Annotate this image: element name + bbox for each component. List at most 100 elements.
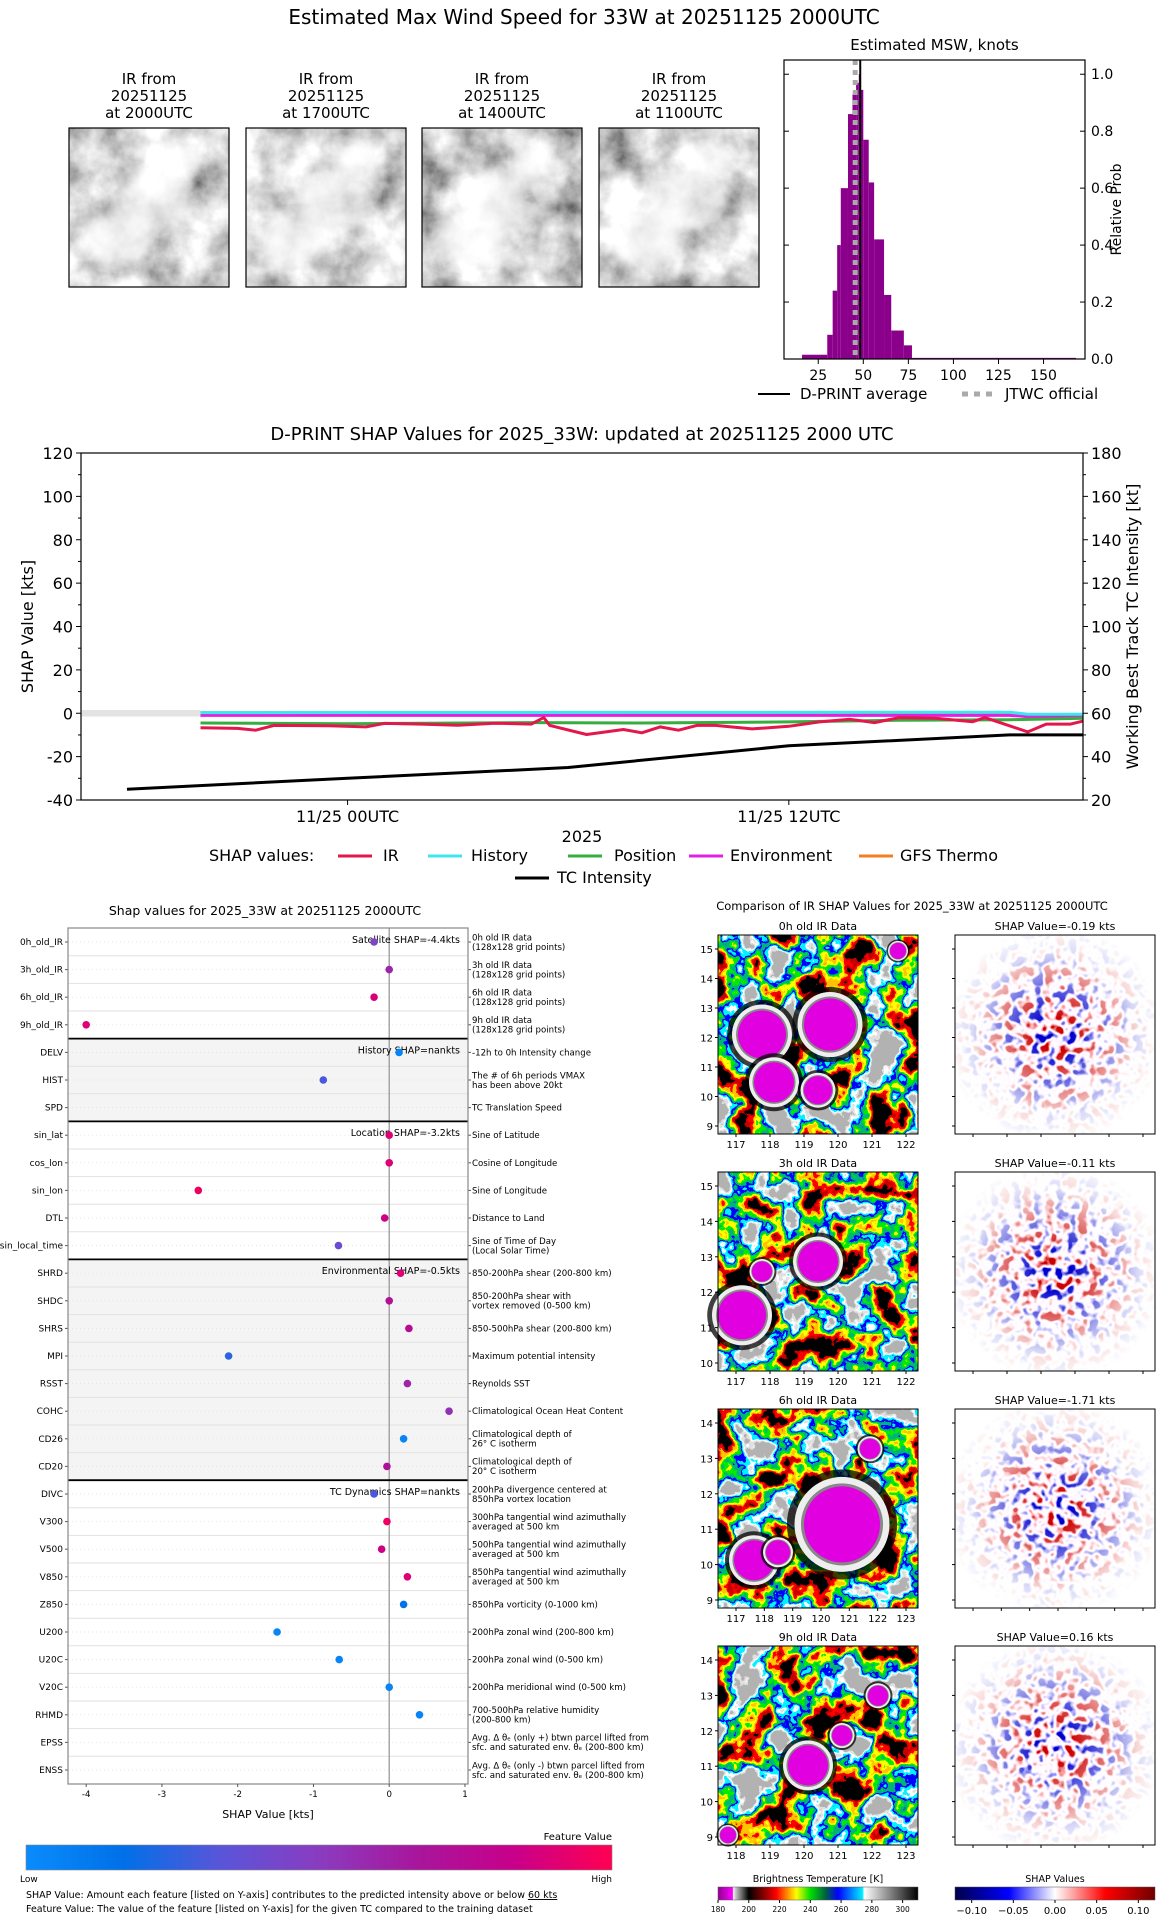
y-tick-label: 0	[63, 704, 73, 723]
feature-label: 9h_old_IR	[20, 1021, 63, 1031]
shap-map-frame	[954, 1408, 1156, 1609]
shap-dot	[396, 1269, 405, 1277]
feature-label: MPI	[47, 1352, 63, 1362]
histogram-bar	[874, 239, 885, 359]
cold-cloud-core	[798, 1241, 838, 1282]
cold-cloud-core	[804, 1486, 880, 1563]
colorbar-low-label: Low	[20, 1875, 38, 1885]
note-threshold: 60 kts	[528, 1890, 557, 1901]
x-tick-label: 150	[1030, 368, 1057, 384]
feature-description: 850-200hPa shear with	[472, 1292, 571, 1302]
ir-panel-title: 0h old IR Data	[779, 920, 857, 933]
histogram-bar	[827, 334, 833, 359]
shap-tick-label: 0.00	[1044, 1906, 1066, 1917]
y-tick-label: 0.0	[1091, 352, 1113, 368]
feature-description: TC Translation Speed	[471, 1104, 562, 1114]
feature-label: RSST	[40, 1380, 64, 1390]
histogram-bar	[860, 89, 864, 360]
lat-tick-label: 10	[700, 1561, 713, 1572]
feature-label: U20C	[39, 1656, 63, 1666]
shap-tick-label: −0.10	[956, 1906, 987, 1917]
shap-map-frame	[954, 1171, 1156, 1372]
shap-feature-plot: Shap values for 2025_33W at 20251125 200…	[0, 903, 649, 1915]
y-tick-label: 80	[53, 531, 73, 550]
shap-dot	[224, 1352, 233, 1360]
lat-tick-label: 11	[700, 1762, 713, 1773]
ir-panel-title: 6h old IR Data	[779, 1394, 857, 1407]
shap-dot	[383, 1517, 391, 1526]
lat-tick-label: 14	[700, 1419, 713, 1430]
x-tick-label: 125	[985, 368, 1012, 384]
feature-description: averaged at 500 km	[472, 1550, 559, 1560]
lat-tick-label: 9	[707, 1122, 713, 1133]
axes-frame	[80, 452, 1084, 801]
x-tick-label: -3	[158, 1790, 167, 1800]
feature-label: V500	[40, 1545, 64, 1555]
feature-label: cos_lon	[30, 1159, 63, 1169]
msw-histogram: Estimated MSW, knots 25 50 75 100 125 150 0.0 0.…	[758, 36, 1125, 403]
thumbnail-title: 20251125	[288, 87, 364, 105]
shap-timeseries: D-PRINT SHAP Values for 2025_33W: update…	[18, 424, 1142, 887]
y2-tick-label: 40	[1091, 748, 1111, 767]
legend-label: GFS Thermo	[900, 846, 998, 865]
shap-panel-title: SHAP Value=0.16 kts	[997, 1631, 1114, 1644]
feature-description: 850hPa vortex location	[472, 1495, 571, 1505]
cloud	[259, 211, 329, 268]
x-axis-label: SHAP Value [kts]	[222, 1808, 314, 1821]
histogram-bar	[903, 345, 912, 359]
thumbnail-title: 20251125	[464, 87, 540, 105]
shap-tick-label: 0.10	[1127, 1906, 1149, 1917]
series-line-history	[200, 710, 1083, 716]
shap-map-frame	[954, 934, 1156, 1135]
ir-panel-title: 9h old IR Data	[779, 1631, 857, 1644]
lat-tick-label: 13	[700, 1691, 713, 1702]
x-tick-label: 11/25 12UTC	[737, 807, 840, 826]
shap-dot	[385, 965, 394, 974]
feature-description: 0h old IR data	[472, 933, 532, 943]
shap-panel-title: SHAP Value=-0.19 kts	[995, 920, 1116, 933]
x-tick-label: -1	[309, 1790, 318, 1800]
feature-description: (128x128 grid points)	[472, 998, 565, 1008]
feature-description: -12h to 0h Intensity change	[472, 1048, 591, 1058]
y-tick-label: 40	[53, 618, 73, 637]
thumbnail-title: IR from	[652, 70, 707, 88]
legend-title: SHAP values:	[209, 846, 314, 865]
shap-dot	[405, 1324, 413, 1333]
feature-label: sin_lon	[32, 1186, 63, 1196]
shap-dot	[399, 1435, 408, 1443]
cold-cloud-core	[890, 942, 906, 959]
cold-cloud-core	[832, 1725, 852, 1746]
lat-tick-label: 12	[700, 1034, 713, 1045]
feature-description: Distance to Land	[472, 1214, 545, 1224]
shap-tick-label: 0.05	[1086, 1906, 1108, 1917]
lat-tick-label: 11	[700, 1525, 713, 1536]
zero-band	[81, 709, 201, 717]
feature-label: U200	[39, 1628, 63, 1638]
lat-tick-label: 10	[700, 1093, 713, 1104]
lon-tick-label: 121	[840, 1614, 859, 1625]
y2-axis-label: Working Best Track TC Intensity [kt]	[1123, 484, 1142, 770]
feature-value-note: Feature Value: The value of the feature …	[26, 1904, 533, 1915]
shap-map-fade	[955, 1409, 1155, 1608]
lat-tick-label: 12	[700, 1288, 713, 1299]
x-tick-label: 11/25 00UTC	[296, 807, 399, 826]
feature-label: DIVC	[41, 1490, 63, 1500]
series-line-ir	[200, 716, 1084, 736]
feature-value-colorbar	[25, 1844, 613, 1871]
feature-description: Sine of Time of Day	[472, 1237, 556, 1247]
feature-label: COHC	[37, 1407, 63, 1417]
shap-dot	[319, 1076, 328, 1084]
legend-label: TC Intensity	[556, 868, 652, 887]
lat-tick-label: 14	[700, 1217, 713, 1228]
lat-tick-label: 9	[707, 1596, 713, 1607]
cold-cloud-core	[804, 998, 856, 1051]
shap-dot	[194, 1186, 203, 1195]
group-annotation: Environmental SHAP=-0.5kts	[322, 1266, 460, 1277]
bt-tick-label: 300	[895, 1905, 910, 1914]
lat-tick-label: 14	[700, 975, 713, 986]
group-annotation: Location SHAP=-3.2kts	[351, 1128, 460, 1139]
feature-label: DELV	[40, 1048, 64, 1058]
shap-dot	[415, 1711, 424, 1719]
